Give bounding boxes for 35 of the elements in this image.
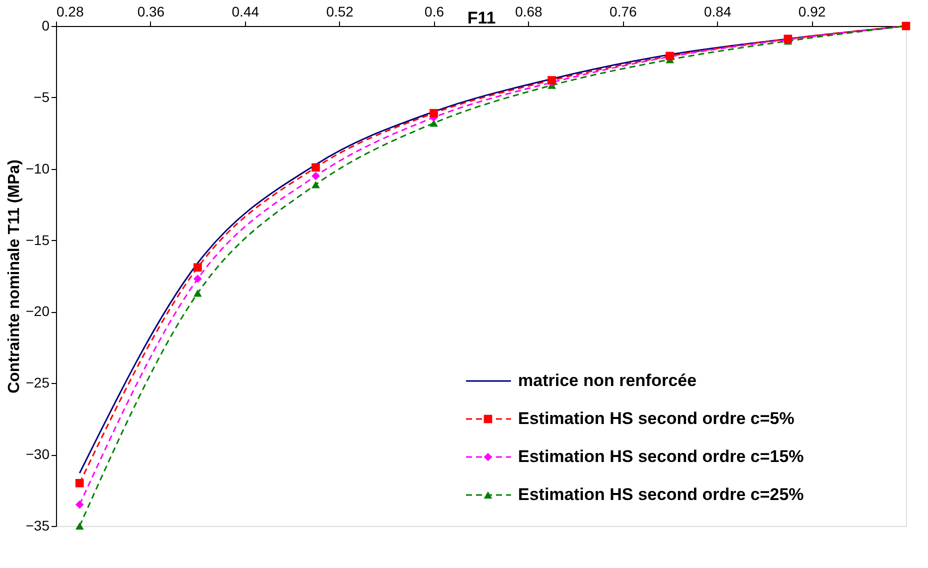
point (312, 163, 320, 172)
point (430, 108, 438, 118)
point (312, 172, 320, 180)
y-tick-label: −20 (26, 303, 50, 320)
legend-label: matrice non renforcée (518, 371, 697, 390)
x-tick-label: 0.92 (798, 4, 826, 20)
point (193, 263, 202, 272)
y-tick-label: 0 (42, 18, 50, 34)
y-axis-title: Contrainte nominale T11 (MPa) (6, 160, 23, 394)
point (430, 120, 438, 127)
point (193, 274, 202, 284)
x-tick-label: 0.52 (326, 4, 354, 20)
y-tick-label: −10 (26, 160, 50, 176)
point (75, 500, 84, 509)
x-tick-label: 0.44 (232, 4, 260, 20)
x-tick-label: 0.36 (137, 4, 165, 20)
point (548, 76, 556, 84)
point (75, 522, 84, 530)
legend-label: Estimation HS second ordre c=5% (518, 409, 794, 428)
point (75, 478, 84, 488)
y-tick-label: −5 (34, 88, 50, 105)
x-tick-label: 0.68 (515, 4, 543, 20)
legend-label: Estimation HS second ordre c=25% (518, 485, 804, 504)
y-tick-label: −25 (26, 374, 50, 391)
point (312, 180, 320, 188)
x-tick-label: 0.6 (424, 4, 444, 20)
y-tick-label: −30 (26, 446, 50, 462)
y-tick-label: −35 (26, 518, 50, 534)
legend-label: Estimation HS second ordre c=15% (518, 447, 804, 466)
x-axis-title: F11 (467, 8, 496, 28)
x-tick-label: 0.76 (610, 4, 638, 20)
point (193, 290, 202, 297)
y-tick-label: −15 (26, 232, 50, 248)
x-tick-label: 0.84 (704, 4, 732, 20)
x-tick-label: 0.28 (56, 4, 84, 20)
